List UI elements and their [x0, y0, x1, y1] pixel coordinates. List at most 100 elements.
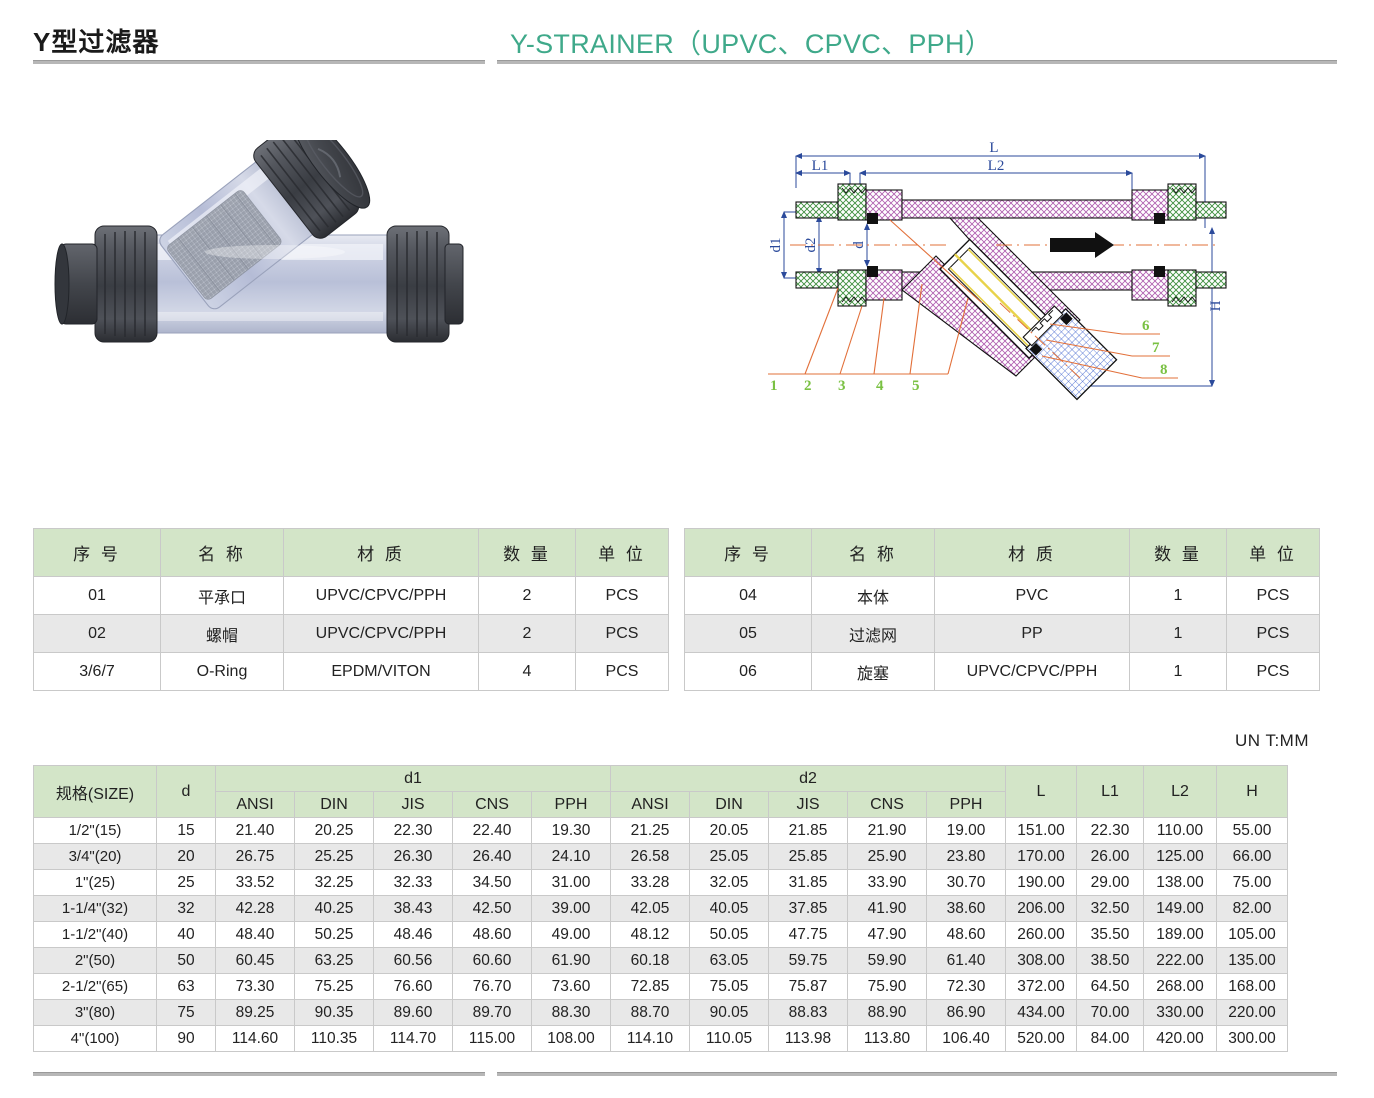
cell-d2-pph: 106.40 [926, 1025, 1006, 1052]
cell-material: EPDM/VITON [283, 652, 479, 691]
dim-label-L1: L1 [812, 158, 829, 174]
cell-H: 135.00 [1216, 947, 1288, 974]
cell-d2-din: 63.05 [689, 947, 769, 974]
cell-d2-din: 50.05 [689, 921, 769, 948]
product-photo [35, 113, 465, 430]
cell-d1-ansi: 60.45 [215, 947, 295, 974]
cell-L: 520.00 [1005, 1025, 1077, 1052]
cell-d2-cns: 25.90 [847, 843, 927, 870]
cell-d2-din: 75.05 [689, 973, 769, 1000]
cell-d1-ansi: 26.75 [215, 843, 295, 870]
cell-d1-pph: 88.30 [531, 999, 611, 1026]
cell-no: 3/6/7 [33, 652, 161, 691]
dim-col-H: H [1216, 765, 1288, 818]
cell-L: 308.00 [1005, 947, 1077, 974]
cell-material: UPVC/CPVC/PPH [283, 576, 479, 615]
cell-d1-cns: 42.50 [452, 895, 532, 922]
cell-size: 3"(80) [33, 999, 157, 1026]
cell-d1-cns: 26.40 [452, 843, 532, 870]
cell-L1: 70.00 [1076, 999, 1144, 1026]
dim-header-row-2: ANSI DIN JIS CNS PPH ANSI DIN JIS CNS PP… [34, 791, 1288, 818]
cell-d: 63 [156, 973, 216, 1000]
cell-H: 105.00 [1216, 921, 1288, 948]
cell-d2-jis: 88.83 [768, 999, 848, 1026]
cell-d2-jis: 47.75 [768, 921, 848, 948]
table-row: 06 旋塞 UPVC/CPVC/PPH 1 PCS [684, 652, 1320, 691]
page-title-chinese: Y型过滤器 [33, 27, 160, 57]
drawing-callout-4: 4 [876, 378, 884, 394]
drawing-callout-2: 2 [804, 378, 812, 394]
cell-d2-pph: 48.60 [926, 921, 1006, 948]
cell-d1-ansi: 33.52 [215, 869, 295, 896]
cell-material: PVC [934, 576, 1130, 615]
cell-d1-ansi: 48.40 [215, 921, 295, 948]
cell-d1-cns: 34.50 [452, 869, 532, 896]
cell-name: 螺帽 [160, 614, 284, 653]
parts-left-col-qty: 数 量 [478, 528, 576, 577]
cell-L2: 110.00 [1143, 817, 1217, 844]
cell-L: 372.00 [1005, 973, 1077, 1000]
parts-left-header-row: 序 号 名 称 材 质 数 量 单 位 [33, 528, 669, 577]
cell-d: 25 [156, 869, 216, 896]
cell-no: 05 [684, 614, 812, 653]
cell-d2-cns: 21.90 [847, 817, 927, 844]
cell-L1: 32.50 [1076, 895, 1144, 922]
cell-H: 82.00 [1216, 895, 1288, 922]
cell-d1-cns: 60.60 [452, 947, 532, 974]
dim-col-L2: L2 [1143, 765, 1217, 818]
cell-d1-pph: 73.60 [531, 973, 611, 1000]
parts-left-col-name: 名 称 [160, 528, 284, 577]
table-row: 4"(100) 90 114.60 110.35 114.70 115.00 108.00 1… [33, 1025, 1288, 1052]
dim-label-L: L [989, 140, 998, 156]
dim-sub-d2-cns: CNS [847, 791, 927, 818]
cell-d1-din: 110.35 [294, 1025, 374, 1052]
cell-d1-din: 32.25 [294, 869, 374, 896]
cell-name: 本体 [811, 576, 935, 615]
cell-d1-pph: 31.00 [531, 869, 611, 896]
table-row: 05 过滤网 PP 1 PCS [684, 614, 1320, 653]
cell-d2-jis: 113.98 [768, 1025, 848, 1052]
dim-sub-d1-ansi: ANSI [215, 791, 295, 818]
cell-qty: 2 [478, 614, 576, 653]
cell-d2-ansi: 33.28 [610, 869, 690, 896]
cell-L: 151.00 [1005, 817, 1077, 844]
header-rule-right [497, 60, 1337, 64]
cell-name: 平承口 [160, 576, 284, 615]
cell-L1: 35.50 [1076, 921, 1144, 948]
cell-d1-din: 40.25 [294, 895, 374, 922]
drawing-callout-3: 3 [838, 378, 846, 394]
cell-L: 260.00 [1005, 921, 1077, 948]
table-row: 1-1/4"(32) 32 42.28 40.25 38.43 42.50 39.00 42.… [33, 895, 1288, 922]
dim-group-d1: d1 [215, 765, 611, 792]
cell-d2-din: 32.05 [689, 869, 769, 896]
table-row: 3/4"(20) 20 26.75 25.25 26.30 26.40 24.10 26.58… [33, 843, 1288, 870]
cell-d2-ansi: 114.10 [610, 1025, 690, 1052]
cell-d1-din: 90.35 [294, 999, 374, 1026]
cell-L: 170.00 [1005, 843, 1077, 870]
cell-d2-ansi: 88.70 [610, 999, 690, 1026]
cell-d1-ansi: 21.40 [215, 817, 295, 844]
dim-col-size: 规格(SIZE) [33, 765, 157, 818]
cell-H: 55.00 [1216, 817, 1288, 844]
cell-name: 旋塞 [811, 652, 935, 691]
dim-header-row-1: 规格(SIZE) d d1 d2 L L1 L2 H [33, 765, 1288, 818]
cell-d1-jis: 76.60 [373, 973, 453, 1000]
cell-size: 1-1/2"(40) [33, 921, 157, 948]
cell-d2-cns: 113.80 [847, 1025, 927, 1052]
cell-d1-pph: 39.00 [531, 895, 611, 922]
parts-table-left: 序 号 名 称 材 质 数 量 单 位 01 平承口 UPVC/CPVC/PPH… [33, 528, 669, 691]
cell-d2-pph: 72.30 [926, 973, 1006, 1000]
cell-material: UPVC/CPVC/PPH [283, 614, 479, 653]
dim-sub-d1-jis: JIS [373, 791, 453, 818]
cell-d2-din: 90.05 [689, 999, 769, 1026]
cell-name: 过滤网 [811, 614, 935, 653]
parts-right-col-material: 材 质 [934, 528, 1130, 577]
cell-L1: 38.50 [1076, 947, 1144, 974]
cell-L2: 268.00 [1143, 973, 1217, 1000]
cell-size: 3/4"(20) [33, 843, 157, 870]
cell-d1-cns: 89.70 [452, 999, 532, 1026]
cell-d1-din: 63.25 [294, 947, 374, 974]
cell-d2-ansi: 42.05 [610, 895, 690, 922]
cell-d1-cns: 48.60 [452, 921, 532, 948]
cell-d1-ansi: 73.30 [215, 973, 295, 1000]
